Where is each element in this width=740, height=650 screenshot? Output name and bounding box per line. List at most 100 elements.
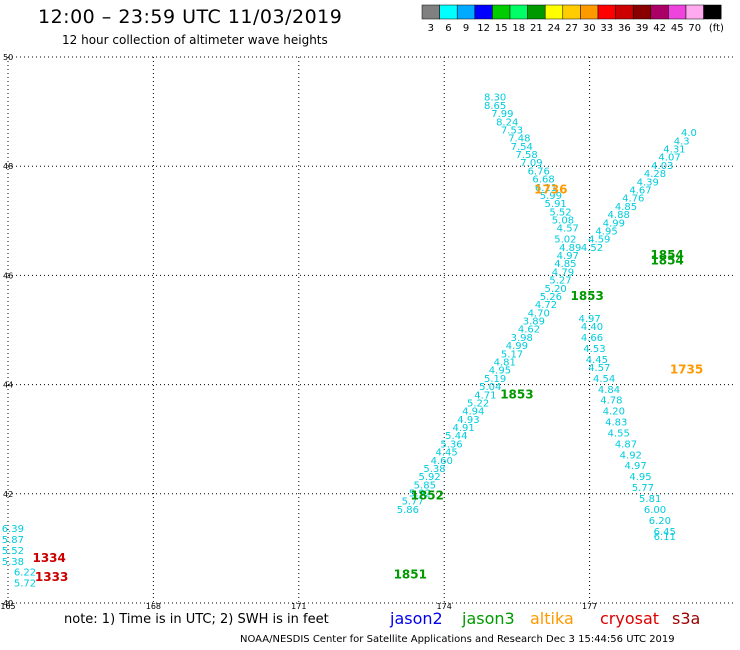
wave-height-label: 5.19 — [484, 374, 506, 385]
wave-height-label: 4.84 — [598, 385, 620, 396]
time-label: 1852 — [411, 488, 444, 502]
time-label: 1333 — [35, 570, 68, 584]
colorbar-swatch — [703, 4, 722, 20]
wave-height-label: 5.17 — [501, 349, 523, 360]
wave-height-label: 4.95 — [489, 366, 511, 377]
wave-height-label: 4.39 — [637, 177, 659, 188]
wave-height-label: 4.62 — [518, 325, 540, 336]
colorbar-swatch — [492, 4, 511, 20]
wave-height-label: 3.89 — [523, 317, 545, 328]
colorbar-swatch — [509, 4, 528, 20]
y-tick-label: 44 — [3, 381, 13, 390]
wave-height-label: 6.68 — [532, 175, 554, 186]
wave-height-label: 4.70 — [528, 308, 550, 319]
colorbar-swatch — [580, 4, 599, 20]
time-label: 1851 — [394, 567, 427, 581]
wave-height-label: 5.72 — [14, 579, 36, 590]
wave-height-label: 5.27 — [549, 276, 571, 287]
wave-height-label: 6.20 — [649, 516, 671, 527]
colorbar-label: 15 — [495, 23, 508, 34]
time-label: 1735 — [670, 363, 703, 377]
wave-height-label: 4.99 — [506, 341, 528, 352]
colorbar-swatch — [456, 4, 476, 20]
wave-height-label: 5.26 — [540, 292, 562, 303]
x-tick-label: 171 — [291, 602, 306, 611]
wave-height-label: 5.92 — [409, 489, 431, 500]
colorbar-swatch — [597, 4, 616, 20]
wave-height-label: 8.30 — [484, 93, 506, 104]
wave-height-label: 5.38 — [423, 464, 445, 475]
legend-altika: altika — [530, 609, 574, 628]
wave-height-label: 5.92 — [419, 472, 441, 483]
wave-height-label: 7.54 — [511, 142, 533, 153]
colorbar-label: 12 — [477, 23, 490, 34]
wave-height-label: 4.83 — [605, 418, 627, 429]
wave-height-label: 4.71 — [474, 390, 496, 401]
wave-height-label: 6.11 — [535, 183, 557, 194]
wave-height-label: 4.92 — [620, 450, 642, 461]
wave-height-label: 4.95 — [595, 226, 617, 237]
wave-height-label: 4.85 — [615, 202, 637, 213]
wave-height-label: 4.72 — [535, 300, 557, 311]
page-subtitle: 12 hour collection of altimeter wave hei… — [62, 33, 328, 47]
colorbar-swatch — [615, 4, 634, 20]
colorbar-label: 21 — [530, 23, 543, 34]
wave-height-label: 4.66 — [581, 333, 603, 344]
colorbar-label: 42 — [653, 23, 666, 34]
time-label: 1854 — [650, 248, 683, 262]
footer-note: note: 1) Time is in UTC; 2) SWH is in fe… — [64, 612, 329, 627]
wave-height-label: 7.58 — [515, 150, 537, 161]
wave-height-label: 4.97 — [557, 251, 579, 262]
x-tick-label: 174 — [437, 602, 452, 611]
wave-height-label: 4.53 — [583, 344, 605, 355]
wave-height-label: 4.54 — [593, 374, 615, 385]
colorbar-label: 24 — [548, 23, 561, 34]
colorbar-swatch — [439, 4, 458, 20]
colorbar-label: 39 — [636, 23, 649, 34]
y-tick-label: 40 — [3, 599, 13, 608]
wave-height-label: 4.94 — [462, 407, 484, 418]
wave-height-label: 4.07 — [658, 153, 680, 164]
wave-height-label: 4.79 — [552, 267, 574, 278]
wave-height-label: 4.88 — [608, 210, 630, 221]
colorbar-label: 3 — [428, 23, 434, 34]
wave-height-label: 5.22 — [467, 398, 489, 409]
colorbar-label: 33 — [600, 23, 613, 34]
colorbar-label: 18 — [512, 23, 525, 34]
legend-s3a: s3a — [672, 609, 701, 628]
wave-height-label: 5.77 — [632, 483, 654, 494]
wave-height-label: 4.97 — [578, 314, 600, 325]
wave-height-label: 5.86 — [397, 505, 419, 516]
wave-height-label: 4.85 — [554, 259, 576, 270]
wave-height-label: 4.99 — [603, 218, 625, 229]
wave-height-label: 4.97 — [625, 461, 647, 472]
colorbar-label: 70 — [688, 23, 701, 34]
wave-height-label: 4.93 — [457, 415, 479, 426]
wave-height-label: 4.91 — [452, 423, 474, 434]
wave-height-label: 4.95 — [629, 472, 651, 483]
x-tick-label: 177 — [582, 602, 597, 611]
wave-height-label: 4.55 — [608, 428, 630, 439]
wave-height-label: 8.65 — [484, 101, 506, 112]
wave-height-label: 5.20 — [545, 284, 567, 295]
wave-height-label: 4.28 — [644, 169, 666, 180]
wave-height-label: 4.59 — [588, 235, 610, 246]
wave-height-label: 3.98 — [511, 333, 533, 344]
wave-height-label: 4.60 — [431, 456, 453, 467]
colorbar-label: 36 — [618, 23, 631, 34]
wave-height-label: 4.81 — [494, 357, 516, 368]
credit-line: NOAA/NESDIS Center for Satellite Applica… — [240, 634, 675, 645]
wave-height-label: 6.11 — [654, 532, 676, 543]
wave-height-label: 5.36 — [440, 439, 462, 450]
wave-height-label: 5.08 — [552, 216, 574, 227]
wave-height-label: 5.38 — [2, 557, 24, 568]
wave-height-label: 5.77 — [402, 497, 424, 508]
colorbar-swatch — [474, 4, 493, 20]
wave-height-label: 4.03 — [651, 161, 673, 172]
wave-height-label: 5.02 — [554, 235, 576, 246]
wave-height-label: 4.89 — [559, 243, 581, 254]
legend-jason2: jason2 — [390, 609, 443, 628]
wave-height-label: 6.00 — [644, 505, 666, 516]
wave-height-label: 4.0 — [681, 128, 697, 139]
x-tick-label: 165 — [0, 602, 15, 611]
